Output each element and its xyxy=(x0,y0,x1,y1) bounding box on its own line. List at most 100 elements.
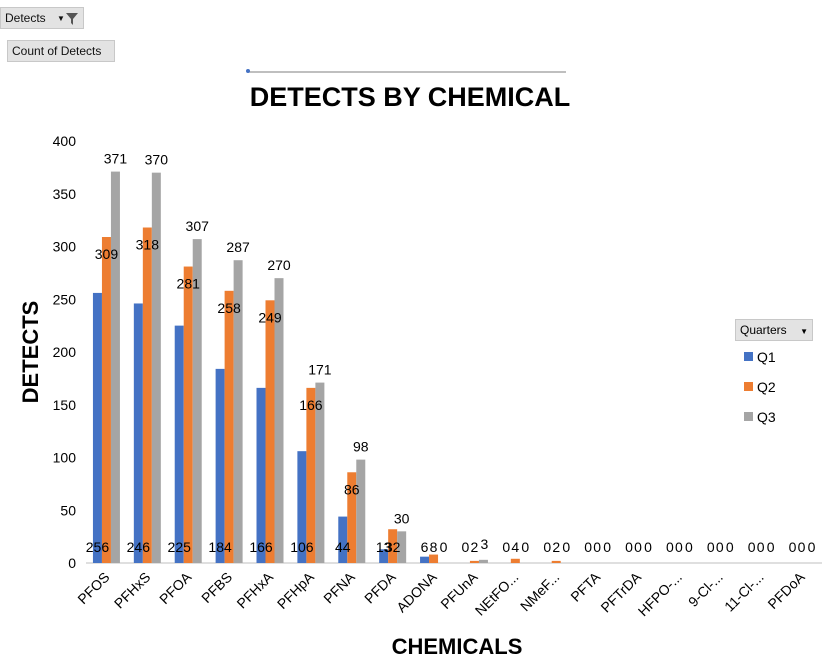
data-label-q2: 2 xyxy=(471,539,479,555)
bar-q1[interactable] xyxy=(379,549,389,563)
data-label-q2: 0 xyxy=(757,539,765,555)
data-label-q2: 0 xyxy=(716,539,724,555)
detects-filter-button[interactable]: Detects ▼ xyxy=(0,7,84,29)
bar-q1[interactable] xyxy=(256,387,266,563)
bar-q2[interactable] xyxy=(347,472,357,563)
quarters-legend-button[interactable]: Quarters ▼ xyxy=(735,319,813,341)
x-tick-label: ADONA xyxy=(393,568,440,615)
data-label-q1: 246 xyxy=(127,539,151,555)
data-label-q2: 318 xyxy=(136,237,160,253)
data-label-q1: 0 xyxy=(625,539,633,555)
data-label-q2: 249 xyxy=(258,309,282,325)
y-tick-label: 350 xyxy=(53,186,77,202)
x-tick-label: PFDoA xyxy=(764,568,808,612)
data-label-q1: 0 xyxy=(707,539,715,555)
y-tick-label: 250 xyxy=(53,291,77,307)
data-label-q1: 0 xyxy=(502,539,510,555)
bar-q2[interactable] xyxy=(469,560,479,563)
data-label-q2: 0 xyxy=(798,539,806,555)
bar-q3[interactable] xyxy=(110,171,120,563)
data-label-q2: 0 xyxy=(593,539,601,555)
y-tick-label: 300 xyxy=(53,239,77,255)
bar-q1[interactable] xyxy=(92,292,102,563)
bar-q3[interactable] xyxy=(356,459,366,563)
data-label-q1: 225 xyxy=(168,539,192,555)
x-tick-label: PFOS xyxy=(74,569,112,607)
data-label-q1: 184 xyxy=(208,539,232,555)
bar-q2[interactable] xyxy=(142,227,152,563)
bar-q3[interactable] xyxy=(192,239,202,564)
dropdown-icon: ▼ xyxy=(800,327,808,336)
quarters-legend-label: Quarters xyxy=(740,323,787,337)
y-tick-label: 100 xyxy=(53,450,77,466)
bar-q2[interactable] xyxy=(306,387,316,563)
x-tick-label: 11-Cl-... xyxy=(721,569,767,615)
data-label-q3: 0 xyxy=(644,539,652,555)
data-label-q2: 281 xyxy=(177,276,201,292)
data-label-q1: 166 xyxy=(249,539,273,555)
data-label-q2: 4 xyxy=(511,539,519,555)
data-label-q3: 0 xyxy=(521,539,529,555)
data-label-q2: 32 xyxy=(385,539,401,555)
bar-q2[interactable] xyxy=(101,237,111,563)
data-label-q1: 13 xyxy=(376,539,392,555)
data-label-q3: 0 xyxy=(808,539,816,555)
data-label-q1: 6 xyxy=(421,539,429,555)
bar-q1[interactable] xyxy=(133,303,143,563)
x-tick-label: NMeF... xyxy=(517,569,562,614)
data-label-q3: 3 xyxy=(481,536,489,552)
x-tick-label: PFHxA xyxy=(233,568,276,611)
bar-q2[interactable] xyxy=(388,529,398,563)
data-label-q2: 0 xyxy=(675,539,683,555)
bar-q2[interactable] xyxy=(429,554,439,563)
data-label-q3: 98 xyxy=(353,439,369,455)
x-tick-label: PFOA xyxy=(156,568,195,607)
data-label-q2: 2 xyxy=(552,539,560,555)
x-tick-label: PFTA xyxy=(567,568,603,604)
bar-q2[interactable] xyxy=(510,558,520,563)
data-label-q1: 106 xyxy=(290,539,314,555)
data-label-q1: 0 xyxy=(666,539,674,555)
dropdown-icon: ▼ xyxy=(57,14,65,23)
data-label-q1: 256 xyxy=(86,539,110,555)
bar-q1[interactable] xyxy=(420,556,430,563)
bar-q3[interactable] xyxy=(478,559,488,563)
data-label-q2: 166 xyxy=(299,397,323,413)
x-tick-label: NEtFO... xyxy=(472,569,522,619)
detects-filter-label: Detects xyxy=(5,11,46,25)
bar-q2[interactable] xyxy=(551,560,561,563)
bar-q1[interactable] xyxy=(174,325,184,563)
data-label-q1: 0 xyxy=(543,539,551,555)
y-tick-label: 200 xyxy=(53,344,77,360)
data-label-q3: 0 xyxy=(767,539,775,555)
data-label-q3: 0 xyxy=(562,539,570,555)
y-tick-label: 50 xyxy=(60,502,76,518)
data-label-q3: 0 xyxy=(685,539,693,555)
data-label-q3: 270 xyxy=(267,257,291,273)
data-label-q2: 86 xyxy=(344,481,360,497)
data-label-q2: 309 xyxy=(95,246,119,262)
x-axis-title: CHEMICALS xyxy=(392,634,523,659)
data-label-q2: 8 xyxy=(430,539,438,555)
bar-q3[interactable] xyxy=(315,382,325,563)
bar-q1[interactable] xyxy=(215,368,225,563)
count-of-detects-field-button[interactable]: Count of Detects xyxy=(7,40,115,62)
bar-q2[interactable] xyxy=(224,290,234,563)
data-label-q1: 0 xyxy=(789,539,797,555)
data-label-q2: 258 xyxy=(217,300,241,316)
bar-q3[interactable] xyxy=(233,260,243,563)
bar-q3[interactable] xyxy=(151,172,161,563)
bar-q2[interactable] xyxy=(265,300,275,563)
bar-q3[interactable] xyxy=(397,531,407,563)
data-label-q3: 287 xyxy=(226,239,250,255)
data-label-q3: 0 xyxy=(726,539,734,555)
bar-q1[interactable] xyxy=(297,451,307,563)
x-tick-label: PFHxS xyxy=(111,569,154,612)
data-label-q3: 307 xyxy=(186,218,210,234)
bar-q3[interactable] xyxy=(274,278,284,563)
data-label-q3: 30 xyxy=(394,510,410,526)
bar-q1[interactable] xyxy=(338,516,348,563)
selection-handle-dot xyxy=(246,69,250,73)
bar-q2[interactable] xyxy=(183,266,193,563)
